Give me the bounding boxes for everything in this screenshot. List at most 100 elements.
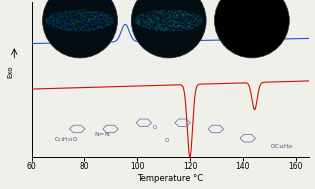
Ellipse shape <box>63 27 65 28</box>
Ellipse shape <box>105 15 106 16</box>
Ellipse shape <box>98 26 100 27</box>
Ellipse shape <box>95 17 96 18</box>
Ellipse shape <box>61 15 63 16</box>
Ellipse shape <box>61 14 62 15</box>
Ellipse shape <box>196 19 197 20</box>
Ellipse shape <box>77 30 78 31</box>
Ellipse shape <box>62 25 64 26</box>
Ellipse shape <box>143 27 144 28</box>
Ellipse shape <box>98 22 99 23</box>
Ellipse shape <box>197 24 199 25</box>
Ellipse shape <box>198 16 199 17</box>
Ellipse shape <box>161 28 163 29</box>
Ellipse shape <box>84 11 85 12</box>
Ellipse shape <box>55 16 56 17</box>
Ellipse shape <box>94 28 95 29</box>
Ellipse shape <box>185 18 186 19</box>
Ellipse shape <box>185 18 186 19</box>
Ellipse shape <box>145 22 146 23</box>
Ellipse shape <box>184 20 185 21</box>
Ellipse shape <box>140 25 142 26</box>
Ellipse shape <box>182 22 184 23</box>
Ellipse shape <box>136 17 137 18</box>
Ellipse shape <box>167 18 168 19</box>
Ellipse shape <box>93 28 94 29</box>
Ellipse shape <box>157 22 159 23</box>
Ellipse shape <box>72 30 73 31</box>
Ellipse shape <box>65 26 66 27</box>
Ellipse shape <box>103 16 105 17</box>
Ellipse shape <box>47 18 48 19</box>
Ellipse shape <box>85 19 86 20</box>
Ellipse shape <box>148 23 149 24</box>
Ellipse shape <box>148 19 149 20</box>
Ellipse shape <box>88 28 89 29</box>
Ellipse shape <box>156 23 157 24</box>
Ellipse shape <box>55 19 57 20</box>
Ellipse shape <box>177 25 179 26</box>
Ellipse shape <box>99 27 100 28</box>
Ellipse shape <box>168 16 169 17</box>
Ellipse shape <box>69 29 71 30</box>
Ellipse shape <box>101 15 103 16</box>
Ellipse shape <box>197 15 198 16</box>
Ellipse shape <box>162 11 163 12</box>
Ellipse shape <box>104 24 105 25</box>
Ellipse shape <box>61 17 62 18</box>
Ellipse shape <box>64 13 66 14</box>
Ellipse shape <box>147 21 149 22</box>
Ellipse shape <box>45 20 47 21</box>
Ellipse shape <box>193 20 194 21</box>
Ellipse shape <box>168 16 169 17</box>
Ellipse shape <box>66 29 67 30</box>
Ellipse shape <box>51 15 53 16</box>
Ellipse shape <box>185 27 186 28</box>
Ellipse shape <box>99 17 100 18</box>
Ellipse shape <box>97 21 99 22</box>
Ellipse shape <box>92 23 93 24</box>
Ellipse shape <box>186 17 188 18</box>
Ellipse shape <box>135 22 136 23</box>
Ellipse shape <box>87 21 89 22</box>
Ellipse shape <box>69 28 71 29</box>
Ellipse shape <box>88 25 89 26</box>
Ellipse shape <box>167 23 168 24</box>
Ellipse shape <box>163 19 164 20</box>
Ellipse shape <box>79 16 80 17</box>
Ellipse shape <box>105 14 106 15</box>
Ellipse shape <box>136 23 138 24</box>
Ellipse shape <box>98 19 99 20</box>
Ellipse shape <box>145 21 147 22</box>
Ellipse shape <box>163 30 164 31</box>
Ellipse shape <box>165 29 166 30</box>
Ellipse shape <box>172 16 173 17</box>
Ellipse shape <box>147 16 149 17</box>
Ellipse shape <box>111 19 112 20</box>
Ellipse shape <box>163 25 164 26</box>
Ellipse shape <box>140 19 142 20</box>
Ellipse shape <box>61 29 62 30</box>
Ellipse shape <box>171 26 172 27</box>
Ellipse shape <box>169 24 170 25</box>
Ellipse shape <box>162 14 163 15</box>
Ellipse shape <box>99 26 100 27</box>
Ellipse shape <box>179 10 180 11</box>
Ellipse shape <box>66 24 67 25</box>
Ellipse shape <box>187 28 188 29</box>
Ellipse shape <box>96 11 98 12</box>
Ellipse shape <box>87 29 88 30</box>
Ellipse shape <box>197 16 198 17</box>
Ellipse shape <box>99 23 101 24</box>
Ellipse shape <box>155 19 157 20</box>
Ellipse shape <box>66 18 67 19</box>
Ellipse shape <box>90 25 91 26</box>
Ellipse shape <box>152 11 153 12</box>
Ellipse shape <box>84 18 85 19</box>
Ellipse shape <box>68 19 69 20</box>
Ellipse shape <box>56 12 57 13</box>
Ellipse shape <box>65 14 66 15</box>
Ellipse shape <box>114 21 115 22</box>
Ellipse shape <box>186 27 187 28</box>
Ellipse shape <box>87 13 88 14</box>
Ellipse shape <box>101 23 102 24</box>
